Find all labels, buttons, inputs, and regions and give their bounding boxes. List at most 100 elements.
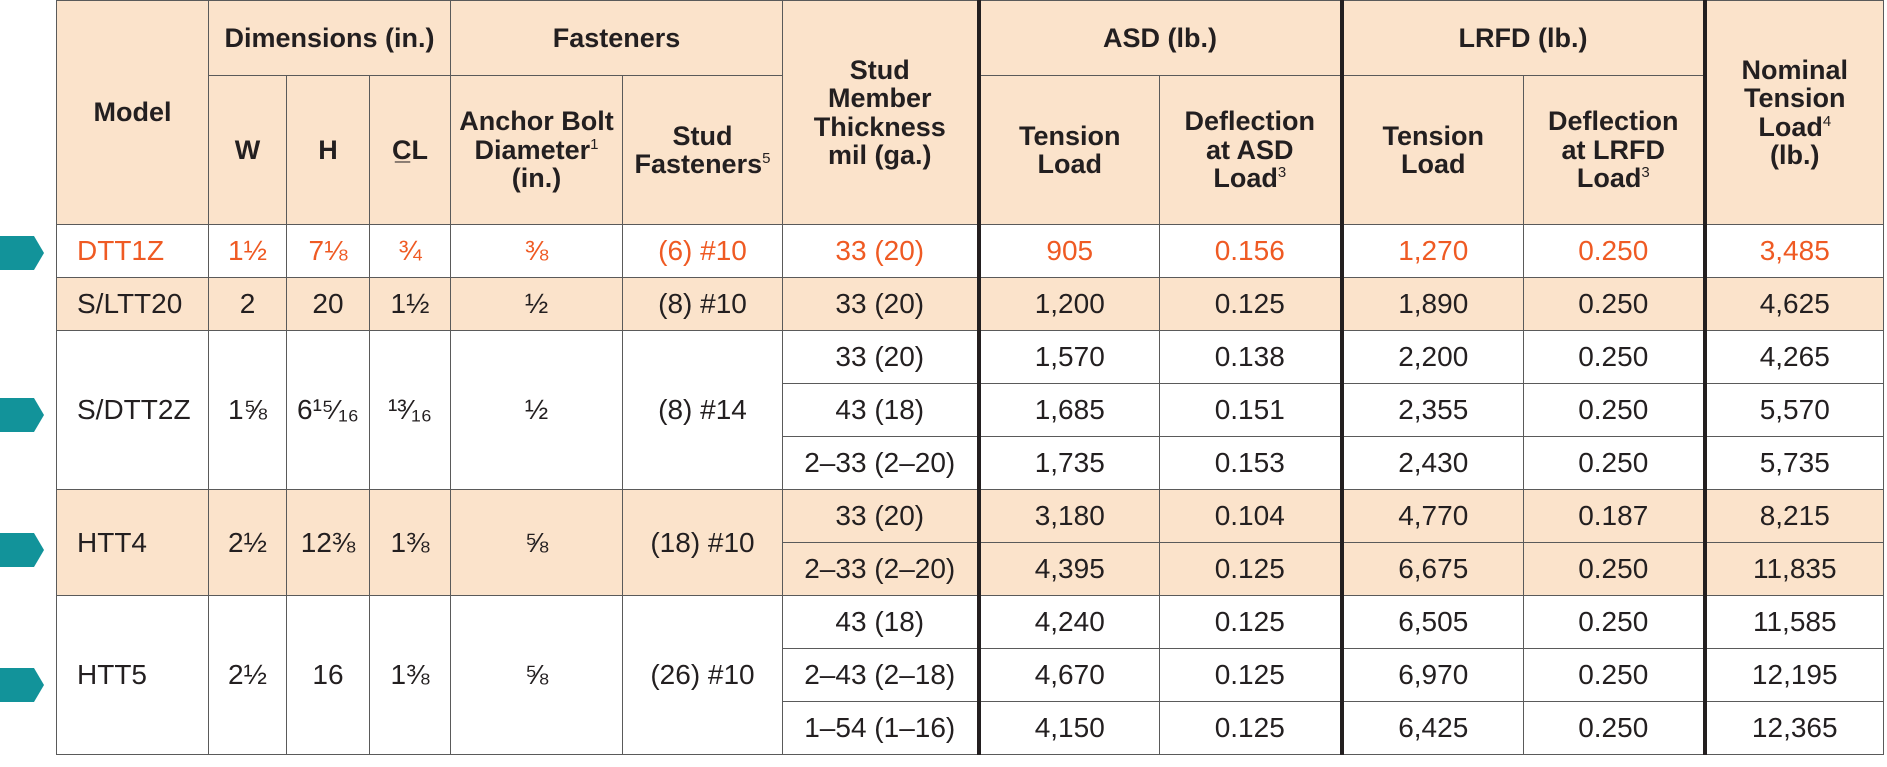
anchor-cell: ⅝	[450, 595, 623, 755]
thickness-cell: 33 (20)	[782, 489, 979, 543]
header-model: Model	[56, 0, 209, 225]
lrfd-deflection-cell: 0.250	[1523, 224, 1705, 278]
anchor-cell: ⅜	[450, 224, 623, 278]
lrfd-tension-cell: 1,270	[1339, 224, 1524, 278]
lrfd-deflection-cell: 0.250	[1523, 701, 1705, 755]
header-anchor-bolt: Anchor Bolt Diameter1 (in.)	[450, 75, 623, 225]
header-lrfd-tension: Tension Load	[1339, 75, 1524, 225]
nominal-cell: 4,625	[1702, 277, 1884, 331]
lrfd-deflection-cell: 0.250	[1523, 436, 1705, 490]
anchor-cell: ⅝	[450, 489, 623, 596]
asd-deflection-cell: 0.153	[1159, 436, 1342, 490]
lrfd-deflection-cell: 0.250	[1523, 595, 1705, 649]
h-cell: 16	[286, 595, 370, 755]
asd-tension-cell: 1,735	[976, 436, 1160, 490]
table-row: 2–33 (2–20) 1,735 0.153 2,430 0.250 5,73…	[57, 436, 1884, 490]
header-cl: C̲L	[369, 75, 451, 225]
lrfd-tension-cell: 6,970	[1339, 648, 1524, 702]
w-cell: 2	[208, 277, 287, 331]
cl-cell: ¾	[369, 224, 451, 278]
lrfd-deflection-cell: 0.187	[1523, 489, 1705, 543]
header-h: H	[286, 75, 370, 225]
thickness-cell: 2–43 (2–18)	[782, 648, 979, 702]
model-cell: S/LTT20	[56, 277, 209, 331]
nominal-cell: 5,735	[1702, 436, 1884, 490]
cl-cell: ¹³⁄₁₆	[369, 330, 451, 490]
header-stud-thickness: Stud Member Thickness mil (ga.)	[782, 0, 979, 225]
table-row: DTT1Z 1½ 7⅛ ¾ ⅜ (6) #10 33 (20) 905 0.15…	[56, 224, 1884, 278]
header-asd: ASD (lb.)	[976, 0, 1342, 76]
thickness-cell: 2–33 (2–20)	[782, 436, 979, 490]
product-table: Model Dimensions (in.) Fasteners Stud Me…	[56, 0, 1884, 755]
nominal-cell: 11,835	[1702, 542, 1884, 596]
h-cell: 7⅛	[286, 224, 370, 278]
thickness-cell: 43 (18)	[782, 383, 979, 437]
thickness-cell: 1–54 (1–16)	[782, 701, 979, 755]
asd-deflection-cell: 0.125	[1159, 277, 1342, 331]
header-nominal-tension-load: Nominal Tension Load4 (lb.)	[1702, 0, 1884, 225]
header-asd-tension: Tension Load	[976, 75, 1160, 225]
teal-arrow-marker-icon	[0, 533, 44, 567]
w-cell: 1½	[208, 224, 287, 278]
lrfd-tension-cell: 6,675	[1339, 542, 1524, 596]
nominal-cell: 12,365	[1702, 701, 1884, 755]
model-cell: HTT5	[56, 595, 209, 755]
asd-tension-cell: 4,395	[976, 542, 1160, 596]
table-header: Model Dimensions (in.) Fasteners Stud Me…	[56, 0, 1884, 225]
thickness-cell: 33 (20)	[782, 330, 979, 384]
stud-fasteners-cell: (8) #10	[622, 277, 783, 331]
asd-tension-cell: 1,570	[976, 330, 1160, 384]
stud-fasteners-cell: (18) #10	[622, 489, 783, 596]
table-body: DTT1Z 1½ 7⅛ ¾ ⅜ (6) #10 33 (20) 905 0.15…	[56, 224, 1884, 755]
asd-deflection-cell: 0.125	[1159, 648, 1342, 702]
table-row: HTT4 2½ 12⅜ 1⅜ ⅝ (18) #10 33 (20) 3,180 …	[56, 489, 1884, 596]
header-dimensions: Dimensions (in.)	[208, 0, 451, 76]
asd-tension-cell: 1,200	[976, 277, 1160, 331]
lrfd-deflection-cell: 0.250	[1523, 277, 1705, 331]
asd-deflection-cell: 0.125	[1159, 701, 1342, 755]
asd-deflection-cell: 0.125	[1159, 542, 1342, 596]
asd-tension-cell: 905	[976, 224, 1160, 278]
h-cell: 6¹⁵⁄₁₆	[286, 330, 370, 490]
asd-deflection-cell: 0.151	[1159, 383, 1342, 437]
table-row: 1–54 (1–16) 4,150 0.125 6,425 0.250 12,3…	[57, 701, 1884, 755]
header-asd-deflection: Deflection at ASD Load3	[1159, 75, 1342, 225]
header-fasteners: Fasteners	[450, 0, 783, 76]
model-cell: S/DTT2Z	[56, 330, 209, 490]
asd-deflection-cell: 0.125	[1159, 595, 1342, 649]
cl-cell: 1⅜	[369, 595, 451, 755]
anchor-cell: ½	[450, 277, 623, 331]
lrfd-tension-cell: 2,355	[1339, 383, 1524, 437]
nominal-cell: 8,215	[1702, 489, 1884, 543]
product-table-container: Model Dimensions (in.) Fasteners Stud Me…	[56, 0, 1884, 755]
lrfd-deflection-cell: 0.250	[1523, 542, 1705, 596]
h-cell: 20	[286, 277, 370, 331]
table-row: S/DTT2Z 1⅝ 6¹⁵⁄₁₆ ¹³⁄₁₆ ½ (8) #14 33 (20…	[56, 330, 1884, 490]
header-stud-fasteners: Stud Fasteners5	[622, 75, 783, 225]
asd-deflection-cell: 0.156	[1159, 224, 1342, 278]
asd-tension-cell: 1,685	[976, 383, 1160, 437]
w-cell: 2½	[208, 489, 287, 596]
table-row: 2–33 (2–20) 4,395 0.125 6,675 0.250 11,8…	[57, 542, 1884, 596]
lrfd-tension-cell: 6,505	[1339, 595, 1524, 649]
table-row: HTT5 2½ 16 1⅜ ⅝ (26) #10 43 (18) 4,240 0…	[56, 595, 1884, 755]
lrfd-tension-cell: 4,770	[1339, 489, 1524, 543]
thickness-cell: 33 (20)	[782, 277, 979, 331]
asd-tension-cell: 4,240	[976, 595, 1160, 649]
lrfd-deflection-cell: 0.250	[1523, 648, 1705, 702]
stud-fasteners-cell: (8) #14	[622, 330, 783, 490]
cl-cell: 1⅜	[369, 489, 451, 596]
header-lrfd-deflection: Deflection at LRFD Load3	[1523, 75, 1705, 225]
asd-tension-cell: 3,180	[976, 489, 1160, 543]
header-w: W	[208, 75, 287, 225]
asd-deflection-cell: 0.138	[1159, 330, 1342, 384]
nominal-cell: 11,585	[1702, 595, 1884, 649]
lrfd-tension-cell: 2,200	[1339, 330, 1524, 384]
lrfd-tension-cell: 2,430	[1339, 436, 1524, 490]
lrfd-deflection-cell: 0.250	[1523, 383, 1705, 437]
nominal-cell: 3,485	[1702, 224, 1884, 278]
teal-arrow-marker-icon	[0, 668, 44, 702]
w-cell: 1⅝	[208, 330, 287, 490]
nominal-cell: 4,265	[1702, 330, 1884, 384]
stud-fasteners-cell: (6) #10	[622, 224, 783, 278]
